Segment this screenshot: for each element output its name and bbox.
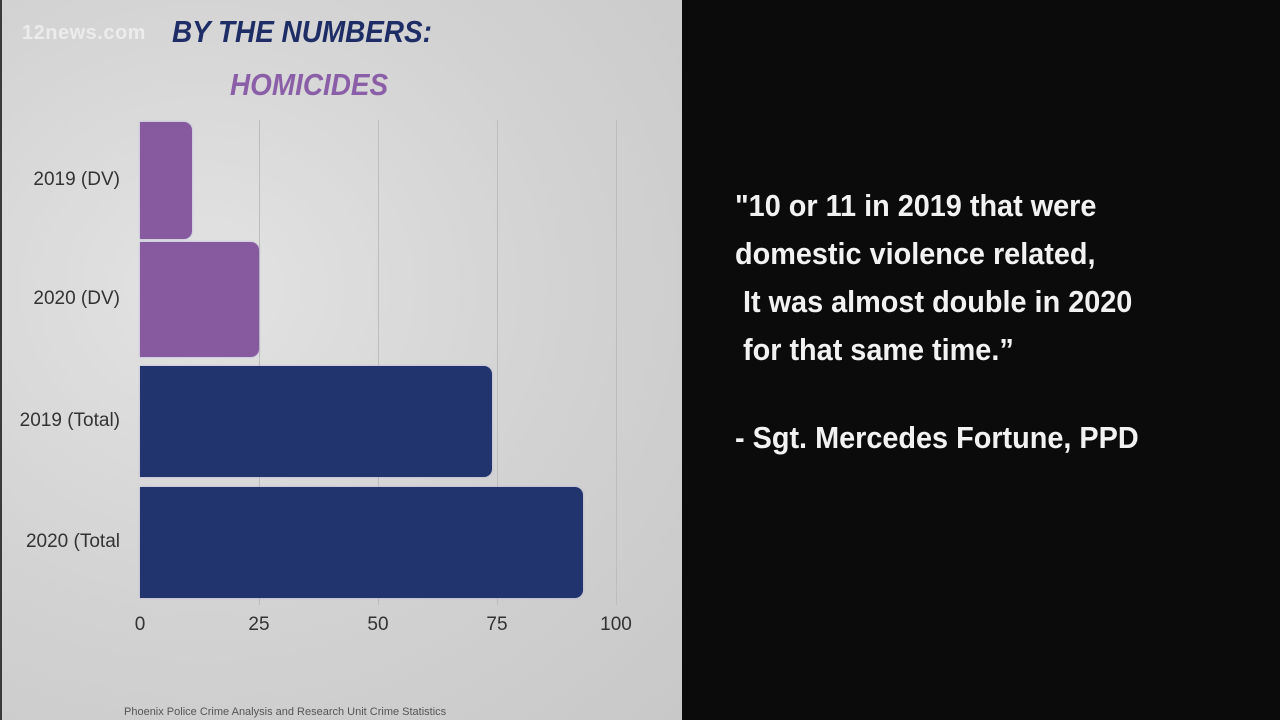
y-category-label: 2020 (DV): [33, 287, 120, 309]
x-tick-label: 75: [486, 614, 508, 635]
quote-text: "10 or 11 in 2019 that were domestic vio…: [735, 188, 1133, 367]
y-category-label: 2019 (Total): [19, 409, 120, 431]
bar-2020-dv: [140, 242, 259, 357]
gridline: [378, 120, 379, 605]
y-category-label: 2019 (DV): [33, 168, 120, 190]
y-category-label: 2020 (Total: [25, 530, 120, 552]
chart-subtitle: HOMICIDES: [230, 67, 389, 102]
x-tick-label: 0: [134, 614, 146, 635]
panel-edge: [0, 0, 2, 720]
gridline: [259, 120, 260, 605]
plot-area: [140, 120, 617, 605]
bar-2019-dv: [140, 122, 193, 239]
quote-panel: [682, 0, 1280, 720]
source-caption: Phoenix Police Crime Analysis and Resear…: [124, 706, 447, 718]
station-watermark: 12news.com: [22, 22, 146, 44]
chart-title: BY THE NUMBERS:: [172, 14, 432, 49]
chart-panel: [0, 0, 682, 720]
x-tick-label: 25: [248, 614, 270, 635]
x-tick-label: 100: [600, 614, 632, 635]
gridline: [497, 120, 498, 605]
x-tick-label: 50: [367, 614, 389, 635]
bar-2019-total: [140, 366, 493, 477]
gridline: [616, 120, 617, 605]
bar-2020-total: [140, 487, 583, 598]
quote-attribution: - Sgt. Mercedes Fortune, PPD: [735, 420, 1139, 455]
